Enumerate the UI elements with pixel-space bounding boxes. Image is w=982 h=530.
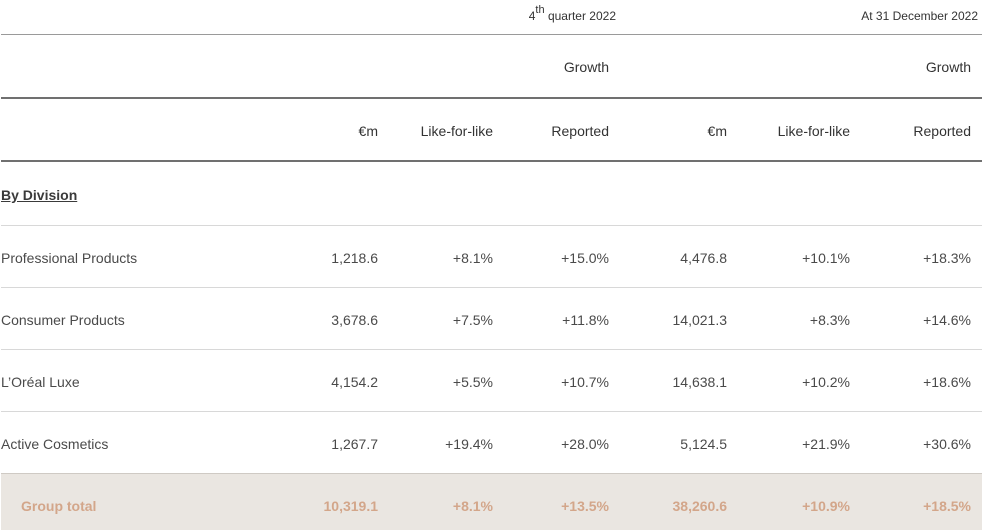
table-cell: 1,267.7 <box>331 436 378 452</box>
table-cell: 14,638.1 <box>672 374 728 390</box>
table-cell: 4,154.2 <box>331 374 378 390</box>
total-cell: +13.5% <box>561 498 609 514</box>
table-cell: +18.3% <box>923 250 971 266</box>
table-cell: +10.2% <box>802 374 850 390</box>
table-cell: 4,476.8 <box>680 250 727 266</box>
header-divider-3 <box>1 160 982 162</box>
row-divider <box>1 349 982 350</box>
total-cell: 10,319.1 <box>323 498 379 514</box>
col-header-year-lfl: Like-for-like <box>777 123 850 139</box>
col-header-q4-lfl: Like-for-like <box>420 123 493 139</box>
col-header-year-eur: €m <box>707 123 727 139</box>
col-header-q4-eur: €m <box>358 123 378 139</box>
row-divider <box>1 287 982 288</box>
row-divider <box>1 411 982 412</box>
col-header-year-reported: Reported <box>913 123 971 139</box>
table-cell: +8.1% <box>452 250 493 266</box>
table-cell: +10.7% <box>561 374 609 390</box>
total-row-divider <box>1 473 982 474</box>
table-cell: +18.6% <box>923 374 971 390</box>
header-divider-2 <box>1 97 982 99</box>
q4-period-header: 4th quarter 2022 <box>528 4 616 23</box>
table-cell: 1,218.6 <box>331 250 378 266</box>
row-label-loreal-luxe: L’Oréal Luxe <box>1 374 80 390</box>
total-cell: +10.9% <box>802 498 850 514</box>
header-divider-1 <box>1 34 624 35</box>
table-cell: +14.6% <box>923 312 971 328</box>
table-cell: +30.6% <box>923 436 971 452</box>
table-cell: 3,678.6 <box>331 312 378 328</box>
table-cell: +21.9% <box>802 436 850 452</box>
table-cell: +8.3% <box>809 312 850 328</box>
table-cell: +15.0% <box>561 250 609 266</box>
table-cell: 14,021.3 <box>672 312 728 328</box>
col-header-q4-reported: Reported <box>551 123 609 139</box>
table-cell: +5.5% <box>452 374 493 390</box>
row-label-active-cosmetics: Active Cosmetics <box>1 436 109 452</box>
table-cell: +10.1% <box>802 250 850 266</box>
total-cell: 38,260.6 <box>672 498 728 514</box>
year-period-header: At 31 December 2022 <box>861 9 978 23</box>
row-label-professional-products: Professional Products <box>1 250 138 266</box>
q4-growth-header: Growth <box>563 59 609 75</box>
table-cell: +19.4% <box>445 436 493 452</box>
total-cell: +8.1% <box>452 498 493 514</box>
table-cell: 5,124.5 <box>680 436 727 452</box>
row-divider <box>1 225 982 226</box>
table-cell: +28.0% <box>561 436 609 452</box>
table-cell: +7.5% <box>452 312 493 328</box>
q4-period-ordinal: th <box>535 4 545 16</box>
section-title-by-division: By Division <box>1 187 78 203</box>
q4-period-text: quarter 2022 <box>544 9 616 23</box>
header-divider-1b <box>624 34 982 35</box>
total-row-label: Group total <box>21 498 97 514</box>
total-row-background <box>1 474 982 530</box>
total-cell: +18.5% <box>923 498 971 514</box>
q4-period-number: 4 <box>528 9 536 23</box>
year-growth-header: Growth <box>925 59 971 75</box>
table-cell: +11.8% <box>562 312 609 328</box>
row-label-consumer-products: Consumer Products <box>1 312 125 328</box>
